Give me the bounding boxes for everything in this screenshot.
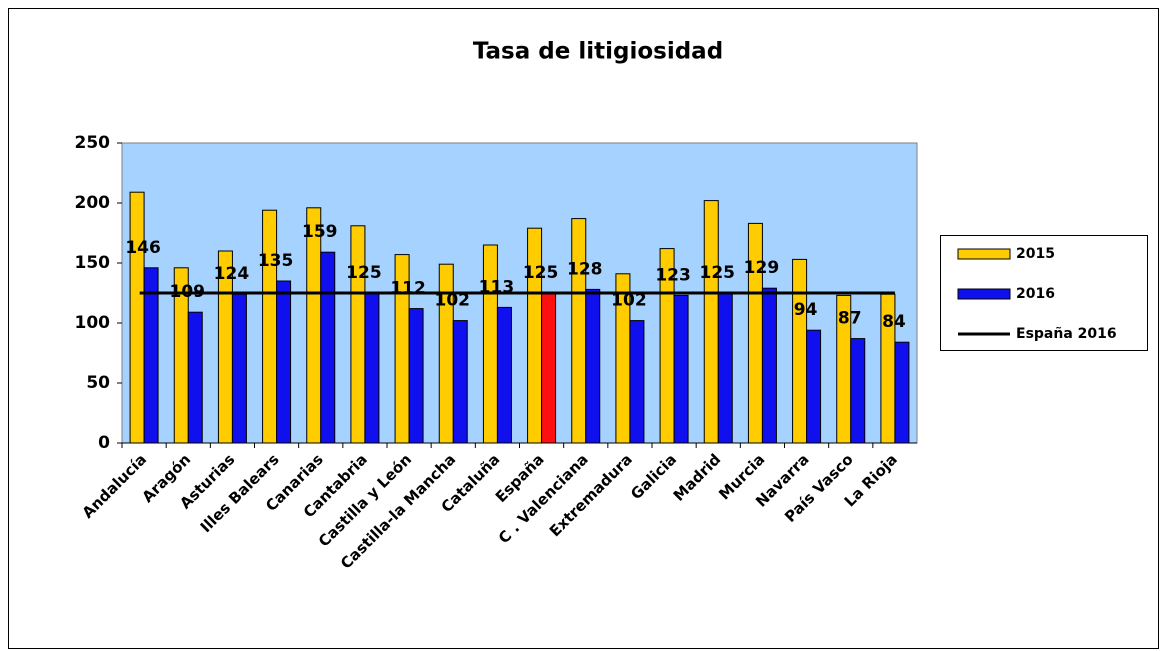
bar — [850, 338, 866, 444]
bar — [262, 209, 278, 444]
bar — [496, 306, 512, 444]
bar — [717, 292, 733, 444]
data-label: 125 — [700, 263, 736, 283]
chart-title: Tasa de litigiosidad — [473, 39, 723, 65]
bar — [792, 258, 808, 444]
data-label: 129 — [744, 258, 780, 278]
bar — [585, 288, 601, 444]
legend-label: 2015 — [1016, 246, 1055, 262]
bar — [364, 292, 380, 444]
data-label: 102 — [611, 291, 647, 311]
bar — [747, 222, 763, 444]
bar — [187, 311, 203, 444]
bar — [408, 308, 424, 444]
data-label: 125 — [346, 263, 382, 283]
data-label: 124 — [214, 264, 250, 284]
y-tick-label: 100 — [75, 313, 111, 333]
bar — [350, 225, 366, 444]
bar — [673, 294, 689, 444]
data-label: 135 — [258, 251, 294, 271]
bar — [452, 320, 468, 444]
data-label: 123 — [655, 265, 691, 285]
data-label: 146 — [125, 238, 161, 258]
legend-label: España 2016 — [1016, 326, 1117, 342]
bar — [894, 341, 910, 444]
data-label: 159 — [302, 222, 338, 242]
data-label: 112 — [390, 279, 426, 299]
bar — [129, 191, 145, 444]
legend-swatch — [957, 248, 1011, 260]
y-tick-label: 150 — [75, 253, 111, 273]
bar — [143, 267, 159, 444]
y-tick-label: 200 — [75, 193, 111, 213]
data-label: 84 — [882, 312, 906, 332]
bar — [761, 287, 777, 444]
bar — [276, 280, 292, 444]
bar — [231, 293, 247, 444]
bar — [541, 292, 557, 444]
y-tick-label: 50 — [86, 373, 110, 393]
bar — [629, 320, 645, 444]
data-label: 102 — [435, 291, 471, 311]
bar — [527, 227, 543, 444]
legend-label: 2016 — [1016, 286, 1055, 302]
bar — [320, 251, 336, 444]
bar — [703, 200, 719, 444]
bar — [571, 218, 587, 444]
y-tick-label: 250 — [75, 133, 111, 153]
bar — [806, 329, 822, 444]
data-label: 94 — [794, 300, 818, 320]
y-tick-label: 0 — [98, 433, 110, 453]
data-label: 128 — [567, 259, 603, 279]
legend-swatch — [957, 288, 1011, 300]
bar — [482, 244, 498, 444]
bar — [306, 207, 322, 444]
data-label: 125 — [523, 263, 559, 283]
data-label: 87 — [838, 309, 862, 329]
